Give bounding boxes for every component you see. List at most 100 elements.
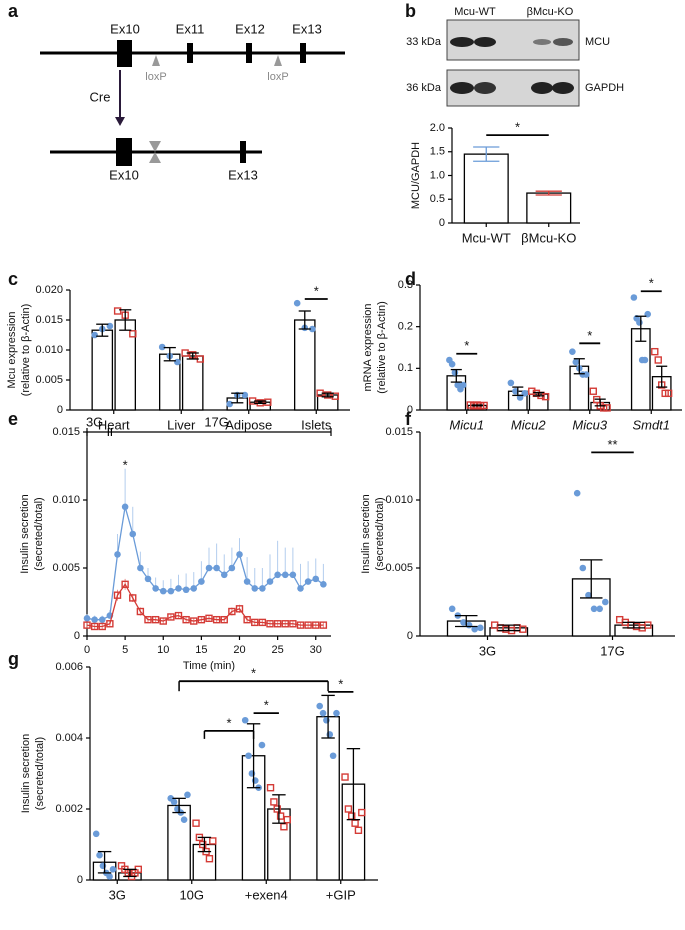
y-axis-label: Insulin secretion <box>360 494 372 574</box>
western-blot: b Mcu-WT βMcu-KO 33 kDa 36 kDa MCU GAPDH <box>405 1 624 107</box>
panel-label: b <box>405 1 416 21</box>
band <box>450 82 474 94</box>
data-point <box>198 578 205 585</box>
bar <box>293 319 316 411</box>
significance-label: * <box>649 276 654 291</box>
loxp-site <box>152 55 160 66</box>
series-line <box>86 583 324 628</box>
y-tick-label: 0.010 <box>35 344 63 356</box>
x-tick-label: Micu3 <box>572 417 607 432</box>
data-point <box>144 615 152 624</box>
data-point <box>109 866 117 873</box>
data-point <box>180 816 188 823</box>
data-point <box>459 381 467 389</box>
data-point <box>297 585 304 592</box>
exon <box>246 43 252 63</box>
exon-label: Ex10 <box>109 167 139 182</box>
data-point <box>603 404 611 412</box>
exon-label: Ex13 <box>292 21 322 36</box>
data-point <box>258 741 266 749</box>
x-tick-label: 30 <box>310 644 322 656</box>
x-tick-label: 10G <box>179 887 204 902</box>
y-axis-label: Insulin secretion <box>20 734 32 814</box>
data-point <box>448 360 456 368</box>
data-point <box>159 587 167 595</box>
data-point <box>266 620 274 628</box>
lane-label: βMcu-KO <box>527 6 574 18</box>
bar <box>316 716 340 881</box>
y-tick-label: 0.5 <box>430 193 445 205</box>
data-point <box>471 625 478 633</box>
x-tick-label: 25 <box>272 644 284 656</box>
y-tick-label: 0.3 <box>398 279 413 291</box>
data-point <box>251 618 259 627</box>
bar <box>526 192 572 224</box>
arrow-head <box>115 117 125 126</box>
data-point <box>573 489 581 497</box>
exon <box>300 43 306 63</box>
x-tick-label: 17G <box>600 643 625 658</box>
data-point <box>98 616 106 623</box>
data-point <box>596 605 603 613</box>
data-point <box>184 791 191 799</box>
x-tick-label: 20 <box>233 644 245 656</box>
y-tick-label: 0 <box>77 874 83 886</box>
loxp-label: loxP <box>267 71 288 83</box>
x-tick-label: Micu1 <box>449 417 484 432</box>
x-tick-label: Smdt1 <box>632 417 670 432</box>
data-point <box>182 615 190 624</box>
data-point <box>182 586 190 594</box>
bar <box>167 804 191 881</box>
data-point <box>341 773 349 781</box>
x-tick-label: 3G <box>479 643 496 658</box>
data-point <box>243 578 251 585</box>
protein-label: GAPDH <box>585 82 624 94</box>
band-size: 36 kDa <box>406 82 442 94</box>
data-point <box>220 615 228 624</box>
data-point <box>324 391 332 399</box>
y-axis-label: Mcu expression <box>6 311 18 388</box>
y-axis-label: (relative to β-Actin) <box>20 304 32 397</box>
data-point <box>630 294 638 301</box>
data-point <box>114 551 121 558</box>
data-point <box>273 805 281 813</box>
data-point <box>205 855 214 863</box>
x-tick-label: Islets <box>301 417 332 432</box>
y-tick-label: 0.006 <box>55 661 83 673</box>
data-point <box>251 585 259 592</box>
data-point <box>259 585 266 592</box>
data-point <box>266 578 274 585</box>
y-tick-label: 0.002 <box>55 803 83 815</box>
data-point <box>90 622 99 631</box>
significance-label: * <box>338 676 343 691</box>
data-point <box>91 616 98 623</box>
y-tick-label: 0 <box>439 217 445 229</box>
band <box>474 37 496 47</box>
bar <box>181 355 204 411</box>
data-point <box>319 621 328 629</box>
data-point <box>316 702 324 710</box>
data-point <box>245 752 252 760</box>
data-point <box>121 580 129 589</box>
x-tick-label: 5 <box>122 644 128 656</box>
data-point <box>243 615 251 624</box>
loxp-site <box>149 152 161 163</box>
data-point <box>320 581 327 588</box>
data-point <box>129 330 137 338</box>
y-tick-label: 0.015 <box>35 314 63 326</box>
data-point <box>91 331 98 339</box>
data-point <box>283 815 291 824</box>
band <box>553 38 573 46</box>
data-point <box>582 371 590 378</box>
data-point <box>644 621 652 629</box>
exon <box>116 138 132 166</box>
data-point <box>96 851 103 859</box>
significance-label: ** <box>607 437 617 452</box>
panel-label: e <box>8 409 18 429</box>
data-point <box>641 356 649 364</box>
data-point <box>654 356 662 364</box>
y-tick-label: 0.005 <box>35 374 63 386</box>
data-point <box>312 575 320 583</box>
data-point <box>276 812 285 820</box>
